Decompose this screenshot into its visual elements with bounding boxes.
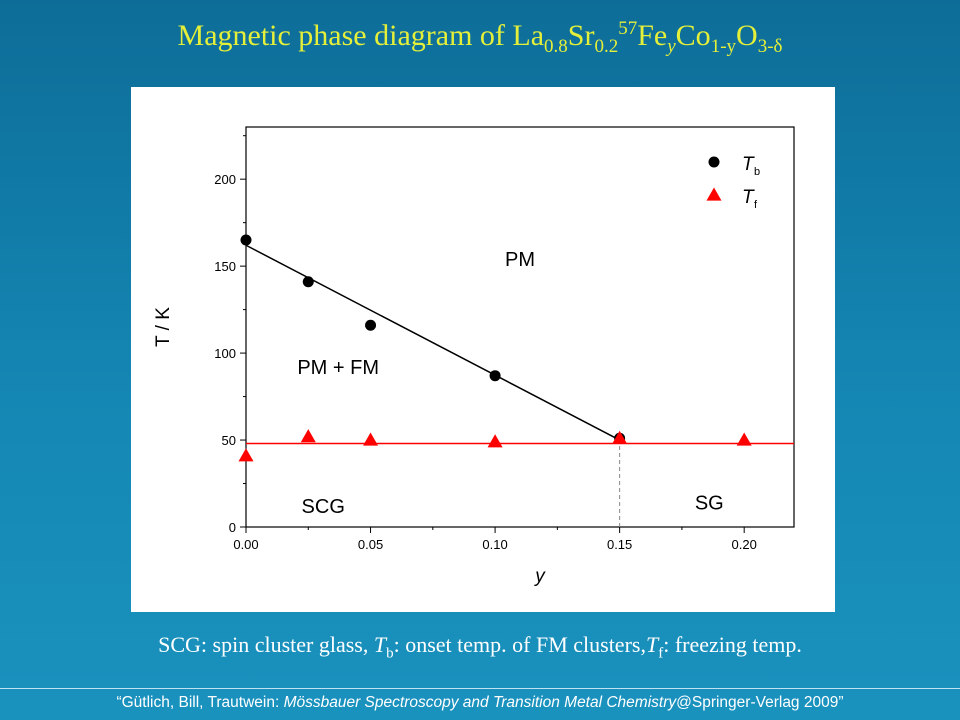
caption-text: T — [373, 632, 387, 657]
title-text: O — [736, 19, 758, 52]
plot-frame — [245, 126, 795, 528]
region-label: SG — [695, 493, 724, 515]
title-text: Magnetic phase diagram of La — [177, 19, 545, 52]
tf-data-point — [300, 429, 316, 443]
x-tick-label: 0.05 — [358, 537, 383, 552]
y-tick-label: 200 — [214, 172, 236, 187]
x-tick-label: 0.20 — [732, 537, 757, 552]
title-sup: 57 — [618, 18, 638, 39]
legend-label-sub: f — [754, 199, 758, 211]
footer-text: “Gütlich, Bill, Trautwein: — [116, 694, 284, 711]
title-sub: 1-y — [710, 36, 737, 57]
caption-text: : freezing temp. — [663, 632, 802, 657]
footer-text: @Springer-Verlag 2009” — [676, 694, 844, 711]
caption-sub: f — [658, 645, 664, 662]
tf-data-point — [363, 432, 379, 446]
x-axis-label: y — [533, 566, 546, 587]
region-label: PM + FM — [297, 357, 379, 379]
tb-data-point — [302, 276, 314, 288]
chart-panel: 0.00 0.05 0.10 0.15 0.20 0 50 100 150 200 y T / K PM… — [131, 87, 835, 612]
slide-title: Magnetic phase diagram of La0.8Sr0.257Fe… — [0, 18, 960, 58]
caption-text: SCG: spin cluster glass, — [158, 632, 374, 657]
title-text: Fe — [637, 19, 668, 52]
x-tick-label: 0.00 — [233, 537, 258, 552]
y-tick-label: 50 — [222, 433, 236, 448]
legend-label: T — [742, 187, 755, 208]
legend-label: T — [742, 154, 755, 175]
region-label: SCG — [302, 496, 345, 518]
tf-data-point — [487, 434, 503, 448]
x-tick-label: 0.15 — [607, 537, 632, 552]
footer-book-title: Mössbauer Spectroscopy and Transition Me… — [283, 694, 677, 711]
caption-sub: b — [386, 645, 394, 662]
region-label: PM — [505, 249, 535, 271]
tf-data-point — [238, 448, 254, 462]
legend-marker-tf — [706, 187, 722, 201]
tf-data-point — [612, 430, 628, 444]
y-tick-label: 0 — [229, 520, 236, 535]
y-tick-label: 150 — [214, 259, 236, 274]
fit-line — [245, 244, 620, 441]
caption-text: : onset temp. of FM clusters, — [393, 632, 646, 657]
citation-footer: “Gütlich, Bill, Trautwein: Mössbauer Spe… — [0, 694, 960, 712]
x-tick-label: 0.10 — [482, 537, 507, 552]
y-axis-label: T / K — [153, 307, 174, 347]
title-text: Sr — [567, 19, 595, 52]
tf-data-point — [736, 432, 752, 446]
legend-label-sub: b — [754, 166, 760, 178]
y-tick-label: 100 — [214, 346, 236, 361]
tb-data-point — [489, 370, 501, 382]
title-sub: 0.8 — [544, 36, 568, 57]
title-sub: 0.2 — [594, 36, 619, 57]
tb-data-point — [365, 319, 377, 331]
tb-data-point — [240, 234, 252, 246]
title-text: Co — [675, 19, 711, 52]
title-sub: y — [667, 36, 676, 57]
caption: SCG: spin cluster glass, Tb: onset temp.… — [0, 632, 960, 662]
phase-diagram-chart: 0.00 0.05 0.10 0.15 0.20 0 50 100 150 200 y T / K PM… — [153, 126, 795, 587]
footer-divider — [0, 688, 960, 689]
legend-marker-tb — [708, 156, 720, 168]
caption-text: T — [645, 632, 659, 657]
title-sub: 3-δ — [757, 36, 783, 57]
